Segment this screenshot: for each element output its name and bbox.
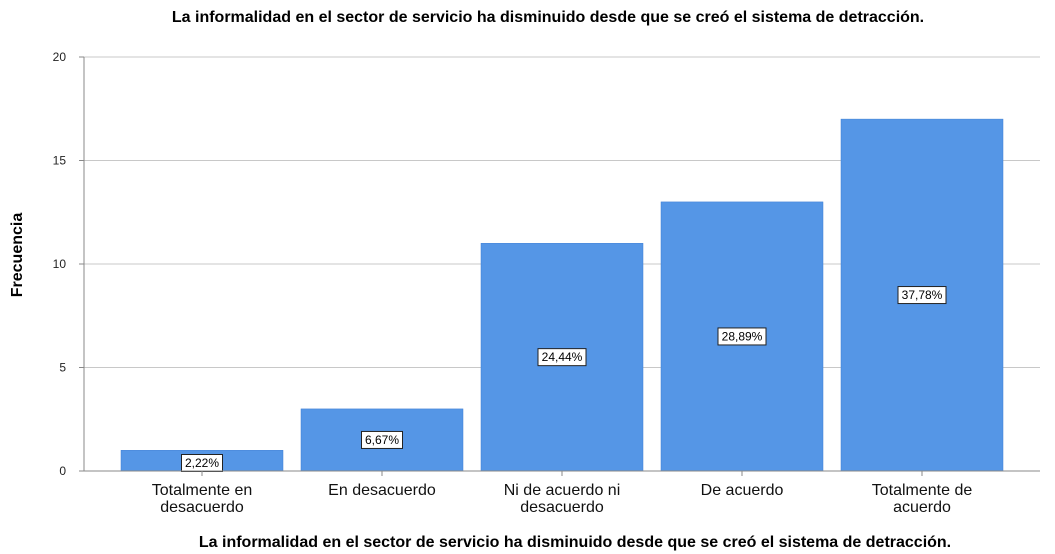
y-tick-label: 10	[53, 257, 67, 271]
x-axis-title: La informalidad en el sector de servicio…	[199, 534, 951, 551]
data-labels: 2,22% 6,67% 24,44% 28,89% 37,78%	[181, 286, 947, 472]
data-label-box	[537, 348, 587, 367]
data-label-box	[361, 430, 403, 449]
chart-title: La informalidad en el sector de servicio…	[172, 9, 924, 26]
y-tick-label: 15	[53, 154, 67, 168]
x-tick-label-line: Totalmente en	[152, 482, 253, 499]
data-label-text: 37,78%	[902, 288, 943, 302]
bars	[120, 118, 1004, 472]
data-label: 24,44%	[537, 348, 587, 367]
x-tick-label-line: desacuerdo	[520, 499, 604, 516]
x-tick-label-line: De acuerdo	[701, 482, 784, 499]
data-label: 2,22%	[181, 454, 223, 472]
x-tick-label-line: Ni de acuerdo ni	[504, 482, 621, 499]
y-tick-label: 0	[59, 464, 66, 478]
x-tick-label-line: Totalmente de	[872, 482, 973, 499]
data-label-box	[717, 327, 767, 346]
y-tick-label: 5	[59, 361, 66, 375]
y-tick-label: 20	[53, 50, 67, 64]
data-label-box	[897, 286, 947, 305]
x-tick-label: De acuerdo	[701, 482, 784, 499]
data-label: 6,67%	[361, 430, 403, 449]
x-tick-label-line: acuerdo	[893, 499, 951, 516]
data-label-text: 24,44%	[542, 350, 583, 364]
data-label-text: 28,89%	[722, 329, 763, 343]
data-label-text: 6,67%	[365, 433, 399, 447]
data-label: 28,89%	[717, 327, 767, 346]
bar	[660, 201, 824, 472]
y-axis-title: Frecuencia	[9, 213, 26, 298]
data-label: 37,78%	[897, 286, 947, 305]
x-tick-label: En desacuerdo	[328, 482, 436, 499]
x-tick-label: Totalmente de acuerdo	[872, 482, 973, 516]
x-tick-label: Ni de acuerdo ni desacuerdo	[504, 482, 621, 516]
y-axis-ticks: 0 5 10 15 20	[53, 50, 84, 478]
data-label-text: 2,22%	[185, 456, 219, 470]
x-tick-label-line: En desacuerdo	[328, 482, 436, 499]
x-tick-label: Totalmente en desacuerdo	[152, 482, 253, 516]
x-tick-label-line: desacuerdo	[160, 499, 244, 516]
